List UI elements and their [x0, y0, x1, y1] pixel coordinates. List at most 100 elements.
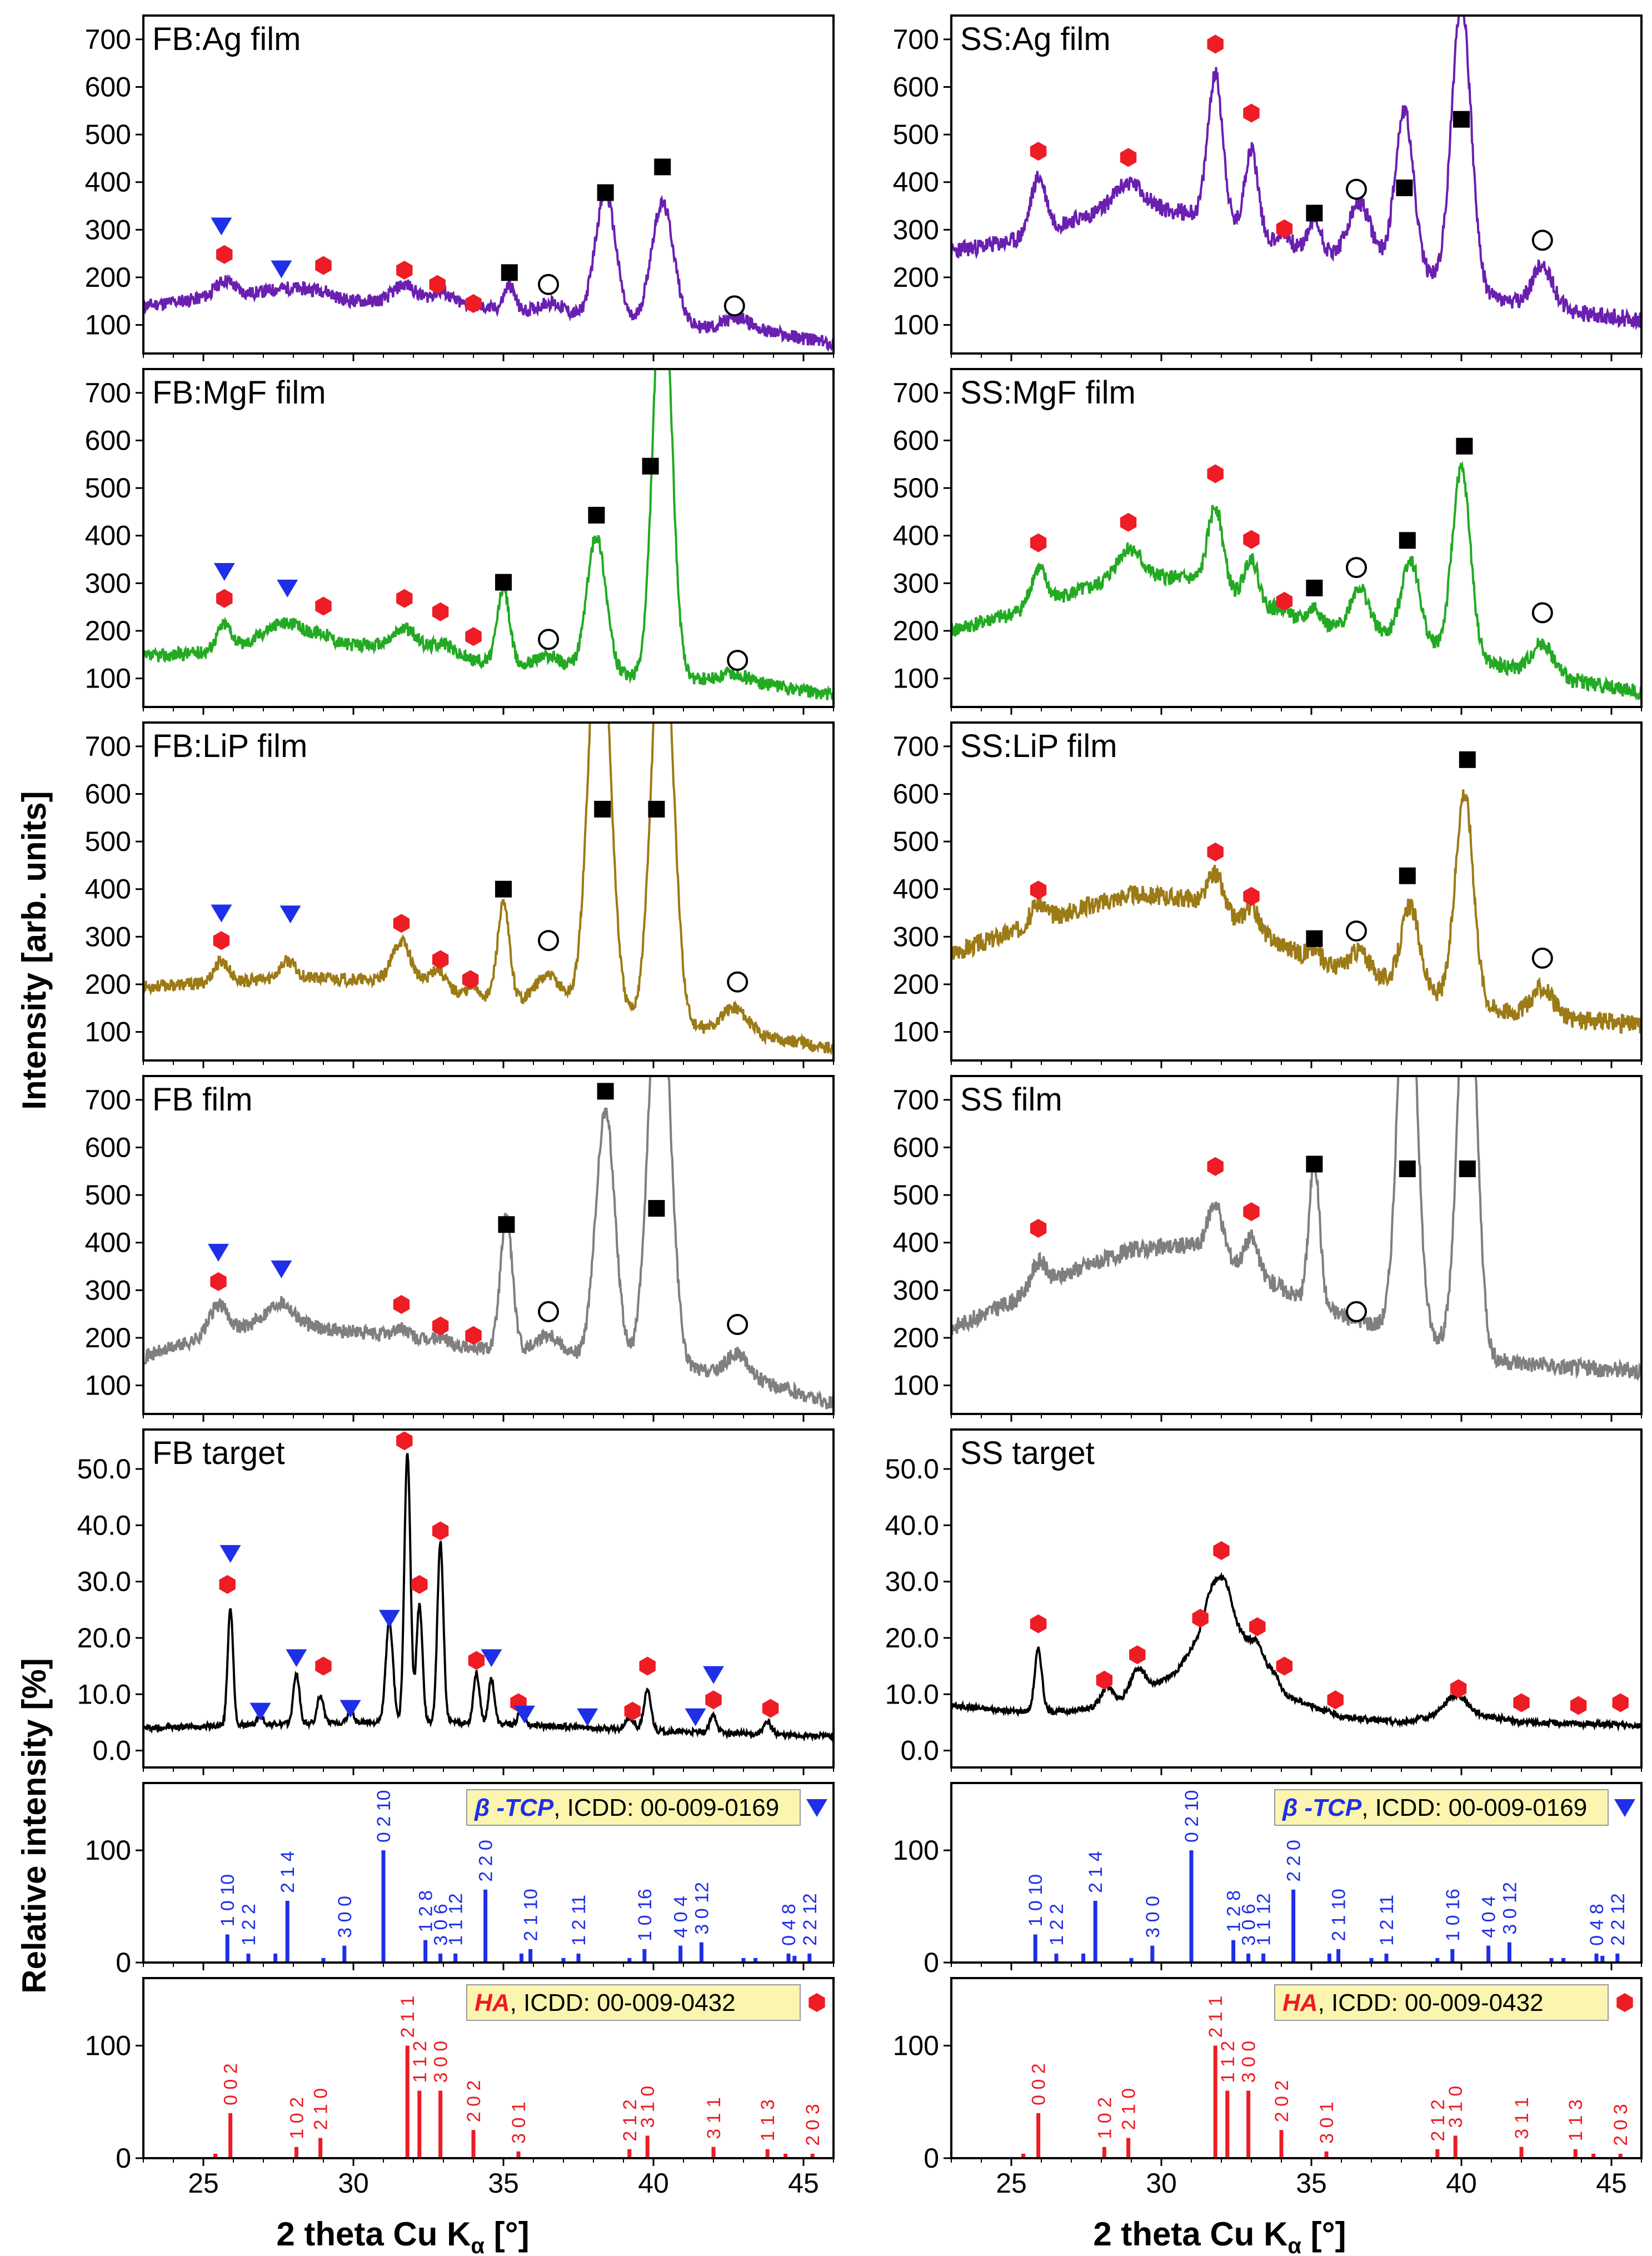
marker-square [1399, 867, 1416, 884]
y-tick-label: 600 [893, 71, 939, 102]
y-tick-label: 100 [85, 2030, 131, 2061]
marker-circle [538, 930, 559, 952]
y-tick-label: 30.0 [885, 1566, 939, 1597]
legend-phase: HA [1282, 1989, 1318, 2016]
marker-hex [315, 1656, 332, 1676]
hkl-label: 2 0 3 [802, 2104, 823, 2146]
y-tick-label: 50.0 [77, 1453, 131, 1485]
x-tick-label: 30 [338, 2168, 369, 2199]
marker-hex [762, 1699, 779, 1718]
panel-frame [950, 14, 1643, 355]
marker-hex [393, 1295, 410, 1314]
y-tick-label: 0 [924, 1947, 939, 1978]
panel-frame [950, 1782, 1643, 1964]
series-line-fb_target [143, 1453, 834, 1742]
y-tick-label: 200 [893, 262, 939, 293]
panel-frame [950, 721, 1643, 1062]
panel-fb_film: 100 200 300 400 500 600 700 FB film [85, 1075, 835, 1422]
series-line-fb_lip [143, 723, 834, 1056]
legend-box [466, 1789, 801, 1826]
y-tick-label: 500 [893, 119, 939, 150]
y-tick-label: 100 [85, 1835, 131, 1866]
panel-ss_target: 0.0 10.0 20.0 30.0 40.0 50.0 SS target [885, 1428, 1643, 1775]
hkl-label: 3 0 12 [1499, 1882, 1520, 1935]
marker-hex [1207, 1157, 1224, 1176]
y-tick-label: 300 [893, 214, 939, 245]
x-tick-label: 35 [488, 2168, 519, 2199]
y-tick-label: 400 [893, 874, 939, 905]
x-tick-label: 35 [1296, 2168, 1327, 2199]
hkl-label: 1 1 2 [1217, 2041, 1239, 2083]
hkl-label: 3 0 6 [1239, 1904, 1260, 1946]
hkl-label: 1 2 8 [416, 1890, 437, 1933]
legend-box [1274, 1789, 1609, 1826]
panel-label-ss_film: SS film [960, 1082, 1062, 1118]
hkl-label: 2 2 0 [476, 1840, 497, 1882]
hkl-label: 2 0 3 [1610, 2104, 1631, 2146]
marker-hex [1096, 1670, 1113, 1690]
x-axis-title-right: 2 theta Cu Kα [°] [1093, 2215, 1346, 2256]
hkl-label: 1 1 12 [446, 1893, 467, 1946]
y-tick-label: 200 [85, 262, 131, 293]
hkl-label: 2 1 4 [1085, 1851, 1106, 1893]
marker-hex [1570, 1696, 1587, 1715]
marker-tri [271, 1260, 292, 1278]
hkl-label: 3 0 0 [1142, 1896, 1164, 1938]
y-tick-label: 300 [85, 214, 131, 245]
marker-hex [1243, 103, 1260, 123]
hkl-label: 3 0 1 [1316, 2101, 1337, 2144]
panel-frame [950, 1977, 1643, 2159]
marker-square [642, 457, 659, 475]
marker-hex [1129, 1645, 1146, 1665]
hkl-label: 3 0 12 [691, 1882, 712, 1935]
marker-square [1459, 1160, 1476, 1177]
y-tick-label: 300 [85, 921, 131, 952]
panel-frame [142, 721, 835, 1062]
hkl-label: 2 1 1 [1205, 1996, 1226, 2038]
marker-hex [432, 1316, 449, 1336]
hkl-label: 1 0 2 [286, 2097, 307, 2139]
marker-hex [462, 970, 479, 989]
panel-fb_ag: 100 200 300 400 500 600 700 FB:Ag film [85, 14, 835, 361]
marker-circle [1346, 920, 1367, 942]
y-tick-label: 100 [893, 310, 939, 341]
marker-hex [1243, 530, 1260, 549]
panel-fb_lip: 100 200 300 400 500 600 700 FB:LiP film [85, 721, 835, 1068]
marker-tri [271, 260, 292, 278]
marker-hex [210, 1272, 227, 1291]
y-tick-label: 600 [893, 425, 939, 456]
marker-hex [465, 294, 482, 313]
panel-frame [142, 1428, 835, 1769]
marker-hex [1207, 842, 1224, 861]
marker-hex [216, 589, 233, 608]
marker-square [1306, 930, 1323, 947]
legend-text: β -TCP, ICDD: 00-009-0169 [1282, 1794, 1587, 1821]
hkl-label: 0 0 2 [1029, 2063, 1050, 2105]
hkl-label: 2 0 2 [1271, 2080, 1292, 2123]
marker-hex [1120, 512, 1137, 532]
marker-hex [465, 1326, 482, 1345]
y-tick-label: 500 [85, 472, 131, 504]
panel-fb_mgf: 100 200 300 400 500 600 700 FB:MgF film [85, 368, 835, 715]
hkl-label: 1 1 3 [757, 2099, 778, 2142]
marker-tri [340, 1700, 361, 1718]
y-tick-label: 100 [85, 1017, 131, 1048]
marker-tri [703, 1666, 724, 1684]
y-tick-label: 400 [893, 520, 939, 551]
x-tick-label: 30 [1146, 2168, 1177, 2199]
panel-ss_mgf: 100 200 300 400 500 600 700 SS:MgF film [893, 368, 1643, 715]
legend-icdd: , ICDD: 00-009-0169 [553, 1794, 779, 1821]
hkl-label: 3 1 1 [1511, 2097, 1533, 2139]
marker-hex [396, 261, 413, 280]
x-tick-label: 45 [788, 2168, 819, 2199]
hkl-label: 2 1 10 [521, 1889, 542, 1941]
y-tick-label: 300 [85, 567, 131, 599]
hkl-label: 2 1 0 [1119, 2088, 1140, 2130]
marker-circle [727, 650, 748, 671]
series-line-ss_film [951, 1076, 1641, 1382]
marker-hex [1030, 1614, 1047, 1634]
